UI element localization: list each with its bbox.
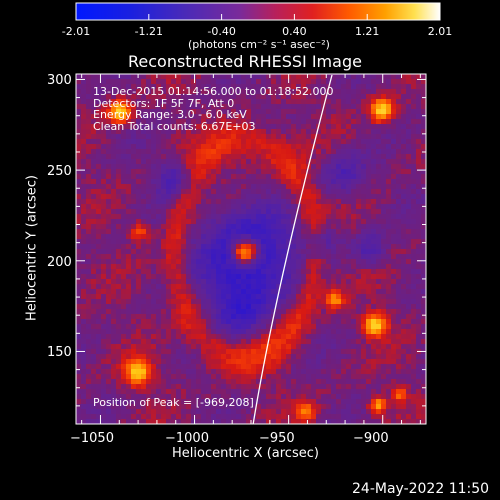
info-energy-range: Energy Range: 3.0 - 6.0 keV: [93, 108, 247, 121]
y-tick-label: 300: [47, 73, 72, 88]
colorbar: [75, 2, 441, 21]
y-tick-label: 200: [47, 255, 72, 270]
colorbar-unit-label: (photons cm⁻² s⁻¹ asec⁻²): [188, 38, 330, 51]
x-tick-label: −900: [353, 431, 389, 446]
solar-limb-line: [252, 74, 333, 424]
info-time-range: 13-Dec-2015 01:14:56.000 to 01:18:52.000: [93, 85, 334, 98]
info-detectors: Detectors: 1F 5F 7F, Att 0: [93, 96, 235, 110]
plot-title: Reconstructed RHESSI Image: [128, 52, 362, 71]
x-axis-label: Heliocentric X (arcsec): [172, 446, 319, 461]
colorbar-tick-label: -1.21: [134, 25, 164, 38]
y-tick-label: 250: [47, 164, 72, 179]
colorbar-tick-label: 0.40: [282, 25, 307, 38]
peak-position: Position of Peak = [-969,208]: [93, 396, 254, 409]
x-tick-label: −1000: [165, 431, 209, 446]
colorbar-tick-label: -2.01: [61, 25, 91, 38]
info-clean-counts: Clean Total counts: 6.67E+03: [93, 119, 256, 133]
y-tick-label: 150: [47, 345, 72, 360]
colorbar-tick-label: -0.40: [207, 25, 236, 38]
colorbar-tick-label: 2.01: [427, 25, 453, 38]
colorbar-tick-label: 1.21: [354, 25, 380, 38]
plot-date-stamp: 24-May-2022 11:50: [352, 481, 490, 497]
observation-info: 13-Dec-2015 01:14:56.000 to 01:18:52.000…: [93, 86, 334, 132]
y-axis-label: Heliocentric Y (arcsec): [24, 175, 40, 321]
x-tick-label: −1050: [70, 431, 114, 446]
colorbar-gradient: [75, 2, 441, 21]
x-tick-label: −950: [259, 431, 295, 446]
